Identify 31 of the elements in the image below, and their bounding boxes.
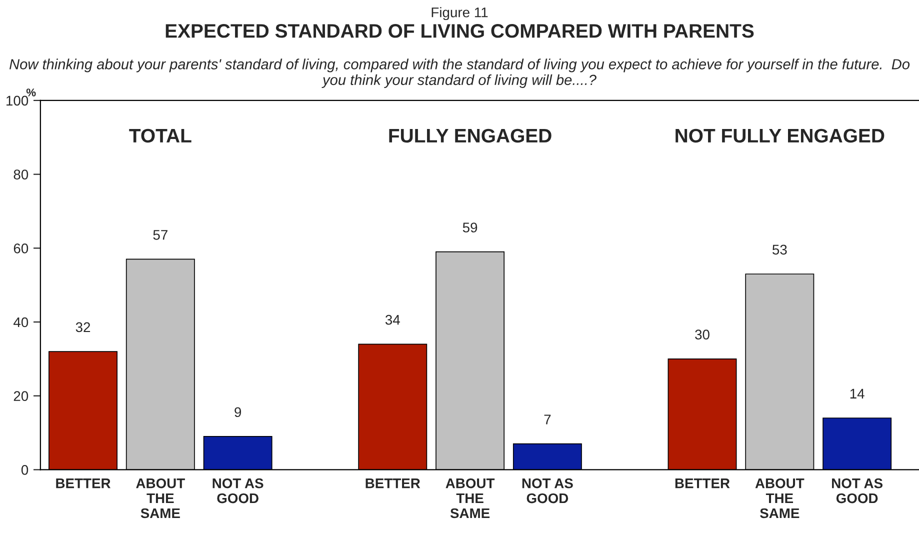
x-tick-label: ABOUT THE SAME [446, 478, 495, 518]
x-tick-label: BETTER [675, 478, 730, 488]
data-label: 57 [153, 230, 168, 240]
y-tick-label: 20 [14, 391, 28, 402]
data-label: 9 [234, 407, 242, 418]
x-tick-label: NOT AS GOOD [832, 478, 883, 504]
annotation: TOTAL [129, 128, 192, 143]
y-tick-label: 0 [21, 465, 28, 475]
x-tick-label: ABOUT THE SAME [755, 478, 804, 518]
y-axis-title: % [26, 88, 36, 96]
x-tick-label: BETTER [366, 478, 420, 488]
data-label: 34 [385, 314, 400, 325]
x-tick-label: ABOUT THE SAME [136, 478, 185, 518]
data-label: 7 [544, 414, 551, 424]
data-label: 59 [462, 222, 478, 232]
y-tick-label: 60 [14, 243, 28, 254]
y-tick-label: 80 [14, 170, 28, 180]
data-label: 14 [850, 388, 864, 398]
x-tick-label: NOT AS GOOD [522, 478, 573, 504]
data-label: 30 [695, 330, 710, 340]
data-label: 32 [76, 322, 90, 332]
annotation: FULLY ENGAGED [389, 128, 552, 143]
x-tick-label: BETTER [56, 478, 111, 488]
chart-title: EXPECTED STANDARD OF LIVING COMPARED WITH PARENTS [166, 24, 754, 38]
chart-subtitle: Now thinking about your parents' standard of living, compared with the standard of living you expect to achieve for yourself in the future. Do you think your standard of living will be....? [9, 58, 910, 88]
x-tick-label: NOT AS GOOD [212, 478, 264, 504]
data-label: 53 [772, 244, 787, 255]
y-tick-label: 40 [14, 317, 28, 328]
caption: Figure 11 [432, 7, 488, 20]
annotation: NOT FULLY ENGAGED [676, 128, 884, 143]
y-tick-label: 100 [6, 96, 28, 106]
